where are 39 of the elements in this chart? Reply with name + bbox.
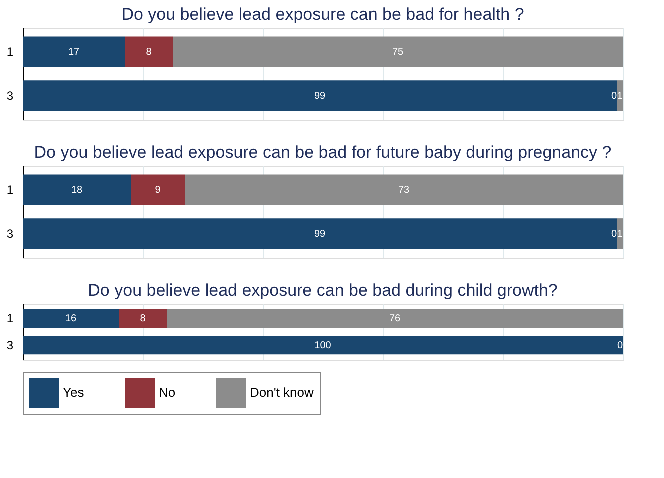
chart-title: Do you believe lead exposure can be bad during child growth? bbox=[88, 281, 558, 300]
bar bbox=[23, 36, 125, 68]
bar bbox=[617, 80, 623, 112]
chart-title: Do you believe lead exposure can be bad for future baby during pregnancy ? bbox=[34, 143, 612, 162]
data-label: 76 bbox=[389, 314, 401, 325]
data-label: 8 bbox=[140, 314, 146, 325]
data-label: 9 bbox=[155, 185, 162, 196]
chart-title: Do you believe lead exposure can be bad for health ? bbox=[122, 5, 524, 24]
data-label: 75 bbox=[392, 47, 404, 58]
data-label: 0 bbox=[611, 90, 618, 102]
data-label: 18 bbox=[71, 185, 83, 196]
data-label: 73 bbox=[398, 185, 410, 196]
y-tick-label: 3 bbox=[6, 88, 14, 103]
bar bbox=[173, 36, 623, 68]
data-label: 16 bbox=[65, 314, 77, 325]
data-label: 0 bbox=[617, 340, 624, 352]
bar bbox=[23, 174, 131, 206]
bar bbox=[23, 80, 617, 112]
legend-label: Yes bbox=[63, 385, 85, 400]
data-label: 1 bbox=[617, 228, 624, 240]
y-tick-label: 1 bbox=[6, 312, 14, 326]
data-label: 99 bbox=[314, 228, 326, 240]
data-label: 8 bbox=[146, 47, 152, 58]
bar bbox=[125, 36, 173, 68]
y-tick-label: 3 bbox=[6, 226, 14, 241]
bar bbox=[185, 174, 623, 206]
bar bbox=[131, 174, 185, 206]
y-tick-label: 3 bbox=[6, 338, 14, 352]
y-tick-label: 1 bbox=[6, 45, 14, 60]
bar bbox=[617, 218, 623, 250]
data-label: 1 bbox=[617, 90, 624, 102]
y-tick-label: 1 bbox=[6, 183, 14, 198]
legend-label: Don't know bbox=[250, 385, 315, 400]
legend-label: No bbox=[159, 385, 176, 400]
bar bbox=[23, 218, 617, 250]
data-label: 0 bbox=[611, 228, 618, 240]
data-label: 100 bbox=[314, 340, 332, 352]
data-label: 17 bbox=[68, 47, 80, 58]
data-label: 99 bbox=[314, 90, 326, 102]
